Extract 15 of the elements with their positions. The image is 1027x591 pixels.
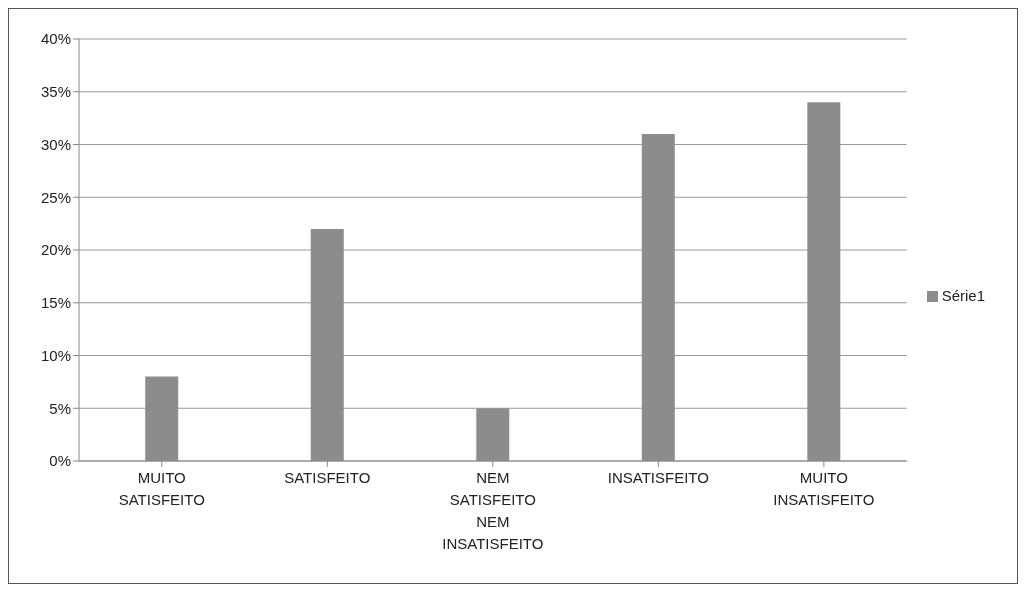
y-tick-label: 20% <box>40 241 71 259</box>
x-tick-label: MUITO SATISFEITO <box>118 469 205 508</box>
x-tick-label: MUITO INSATISFEITO <box>773 469 875 508</box>
legend-label: Série1 <box>941 286 985 304</box>
x-tick-label: NEM SATISFEITO NEM INSATISFEITO <box>442 469 544 552</box>
y-tick-label: 30% <box>40 135 71 153</box>
y-tick-label: 10% <box>40 346 71 364</box>
x-tick-label: INSATISFEITO <box>607 469 709 486</box>
y-tick-label: 40% <box>40 30 71 48</box>
y-tick-label: 0% <box>49 452 71 470</box>
y-tick-label: 25% <box>40 188 71 206</box>
y-tick-label: 5% <box>49 399 71 417</box>
x-tick-label: SATISFEITO <box>284 469 371 486</box>
y-tick-label: 35% <box>40 83 71 101</box>
y-tick-label: 15% <box>40 294 71 312</box>
